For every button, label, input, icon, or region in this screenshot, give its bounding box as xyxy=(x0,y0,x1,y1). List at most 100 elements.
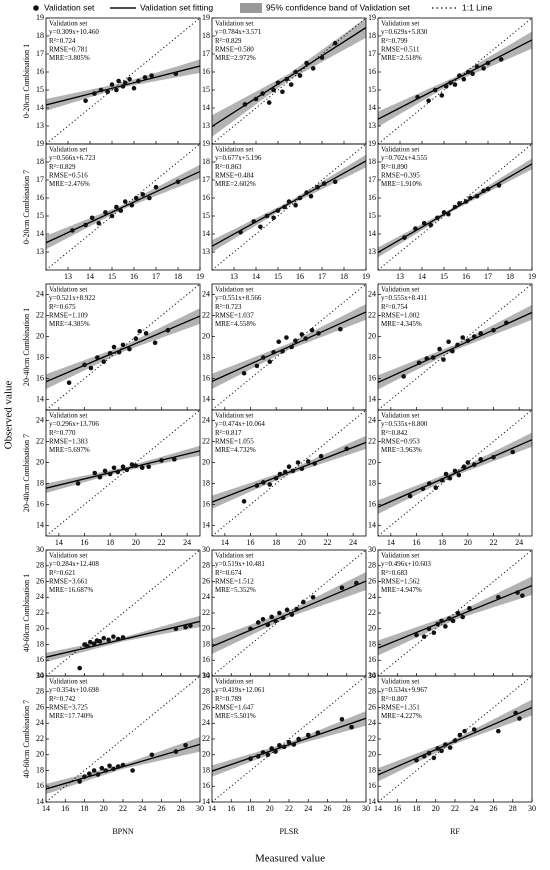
annotation: Validation set xyxy=(381,146,419,154)
point xyxy=(481,66,486,71)
panel: 14 16 18 20 22 24 14 16 18 20 22 24 Validation sety=… xyxy=(368,409,533,547)
y-tick-label: 18 xyxy=(368,157,376,166)
x-tick-label: 14 xyxy=(86,272,94,281)
point xyxy=(432,87,438,93)
annotation: RMSE=0.511 xyxy=(381,45,420,53)
point xyxy=(510,449,516,455)
point xyxy=(421,754,427,759)
point xyxy=(468,195,473,201)
y-tick-label: 20 xyxy=(202,457,210,466)
y-tick-label: 14 xyxy=(36,797,44,806)
x-tick-label: 15 xyxy=(274,272,282,281)
panel: 14 16 18 20 22 24 Validation sety=0.551x+8.566… xyxy=(202,283,367,411)
point xyxy=(92,91,97,96)
annotation: Validation set xyxy=(215,678,253,686)
point xyxy=(289,612,295,617)
plot-area xyxy=(46,410,200,536)
point xyxy=(114,87,119,93)
y-tick-label: 18 xyxy=(368,478,376,487)
x-tick-label: 17 xyxy=(318,272,326,281)
point xyxy=(471,334,477,339)
y-tick-label: 18 xyxy=(36,639,44,648)
point xyxy=(241,499,247,504)
fit-line xyxy=(212,441,366,503)
point xyxy=(439,478,445,483)
point xyxy=(77,665,82,671)
point xyxy=(435,621,440,627)
y-tick-label: 22 xyxy=(36,734,44,743)
point xyxy=(421,220,427,226)
point xyxy=(452,82,458,87)
point xyxy=(101,635,107,641)
annotation: Validation set xyxy=(381,678,419,686)
x-tick-label: 15 xyxy=(440,272,448,281)
point xyxy=(83,98,88,104)
annotation: Validation set xyxy=(215,286,253,294)
point xyxy=(130,768,135,773)
point xyxy=(339,717,345,722)
plot-area xyxy=(46,144,200,270)
y-tick-label: 24 xyxy=(368,415,376,424)
y-tick-label: 30 xyxy=(36,671,44,680)
point xyxy=(115,469,121,475)
point xyxy=(98,87,104,93)
annotation: Validation set xyxy=(381,412,419,420)
point xyxy=(277,471,283,477)
y-tick-label: 14 xyxy=(202,229,210,238)
y-tick-label: 24 xyxy=(202,289,210,298)
y-tick-label: 24 xyxy=(368,289,376,298)
x-tick-label: 14 xyxy=(374,804,382,813)
y-tick-label: 22 xyxy=(368,608,376,617)
point xyxy=(146,464,151,470)
y-tick-label: 16 xyxy=(36,781,44,790)
point xyxy=(471,462,477,467)
annotation: R²=0.789 xyxy=(215,695,242,703)
annotation: Validation set xyxy=(49,20,87,28)
x-tick-label: 14 xyxy=(252,272,260,281)
panel: 13 14 15 16 17 18 19 13 14 15 16 17 18 19 Validation s… xyxy=(202,139,370,281)
point xyxy=(446,339,451,345)
point xyxy=(280,615,286,621)
point xyxy=(431,630,437,635)
annotation: MRE=4.732% xyxy=(215,446,256,454)
point xyxy=(82,774,87,780)
annotation: RMSE=3.725 xyxy=(49,703,88,711)
point xyxy=(140,192,146,197)
y-tick-label: 13 xyxy=(202,121,210,130)
point xyxy=(407,493,413,499)
y-tick-label: 22 xyxy=(368,436,376,445)
y-tick-label: 14 xyxy=(36,671,44,680)
y-tick-label: 17 xyxy=(202,175,210,184)
point xyxy=(431,755,437,761)
annotation: MRE=2.972% xyxy=(215,54,256,62)
point xyxy=(354,580,359,586)
y-tick-label: 16 xyxy=(36,193,44,202)
x-tick-label: 13 xyxy=(64,272,72,281)
point xyxy=(275,208,281,213)
point xyxy=(315,730,321,735)
annotation: R²=0.675 xyxy=(49,303,76,311)
y-tick-label: 24 xyxy=(36,592,44,601)
y-tick-label: 14 xyxy=(202,671,210,680)
point xyxy=(118,208,124,213)
annotation: y=0.354x+10.698 xyxy=(49,686,99,694)
point xyxy=(447,745,453,750)
annotation: R²=0.829 xyxy=(49,163,76,171)
y-tick-label: 18 xyxy=(368,352,376,361)
x-tick-label: 16 xyxy=(247,538,255,547)
x-axis-title: Measured value xyxy=(255,853,325,865)
point xyxy=(269,614,274,620)
panel: 14 16 18 20 22 24 Validation sety=0.555x+8.411… xyxy=(368,283,533,411)
point xyxy=(498,57,504,62)
annotation: Validation set xyxy=(215,412,253,420)
point xyxy=(303,336,308,341)
point xyxy=(101,359,107,365)
y-tick-label: 16 xyxy=(36,655,44,664)
point xyxy=(421,634,427,639)
x-tick-label: 24 xyxy=(304,804,312,813)
x-tick-label: 16 xyxy=(227,804,235,813)
y-tick-label: 14 xyxy=(36,520,44,529)
annotation: y=0.677x+5.196 xyxy=(215,154,262,162)
row-label: 40-60cm Combination 7 xyxy=(22,700,31,778)
x-tick-label: 14 xyxy=(42,804,50,813)
